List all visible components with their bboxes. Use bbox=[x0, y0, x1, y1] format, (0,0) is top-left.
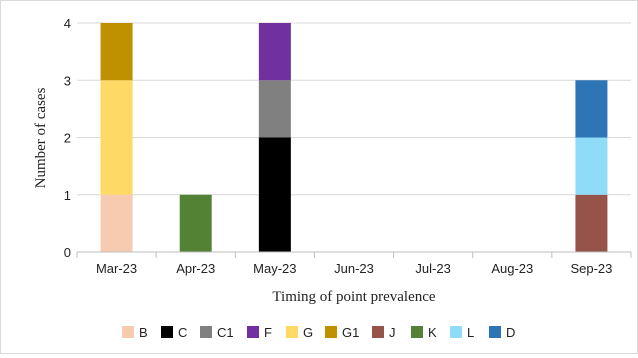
y-tick-label: 3 bbox=[64, 73, 71, 88]
legend-swatch bbox=[247, 326, 259, 338]
legend-swatch bbox=[200, 326, 212, 338]
legend-swatch bbox=[286, 326, 298, 338]
x-tick-labels: Mar-23 Apr-23 May-23 Jun-23 Jul-23 Aug-23 Sep-… bbox=[96, 261, 612, 276]
bar-segment bbox=[100, 194, 133, 252]
x-axis-title: Timing of point prevalence bbox=[272, 289, 436, 305]
legend-label: G bbox=[303, 325, 313, 340]
legend-label: B bbox=[139, 325, 148, 340]
legend-label: K bbox=[428, 325, 437, 340]
legend-item: G bbox=[286, 325, 313, 340]
bars bbox=[100, 23, 608, 252]
legend-swatch bbox=[411, 326, 423, 338]
legend-item: J bbox=[372, 325, 396, 340]
legend-item: L bbox=[450, 325, 474, 340]
gridlines bbox=[77, 22, 631, 196]
axes bbox=[76, 251, 632, 258]
legend-item: F bbox=[247, 325, 272, 340]
bar-segment bbox=[258, 80, 291, 138]
y-tick-labels: 0 1 2 3 4 bbox=[64, 16, 71, 260]
legend-swatch bbox=[161, 326, 173, 338]
bar-segment bbox=[100, 80, 133, 195]
legend-item: K bbox=[411, 325, 437, 340]
x-tick-label: Mar-23 bbox=[96, 261, 137, 276]
legend-swatch bbox=[325, 326, 337, 338]
x-tick-label: May-23 bbox=[253, 261, 296, 276]
y-tick-label: 1 bbox=[64, 188, 71, 203]
bar-segment bbox=[258, 23, 291, 81]
legend-label: C bbox=[178, 325, 187, 340]
legend-swatch bbox=[489, 326, 501, 338]
legend-item: C bbox=[161, 325, 187, 340]
y-axis-title: Number of cases bbox=[33, 87, 49, 188]
legend-label: J bbox=[389, 325, 396, 340]
x-tick-label: Apr-23 bbox=[176, 261, 215, 276]
legend-label: F bbox=[264, 325, 272, 340]
bar-segment bbox=[258, 137, 291, 252]
bar-segment bbox=[575, 194, 608, 252]
legend-swatch bbox=[372, 326, 384, 338]
bar-segment bbox=[100, 23, 133, 81]
x-tick-label: Aug-23 bbox=[491, 261, 533, 276]
legend-label: L bbox=[467, 325, 474, 340]
legend-label: G1 bbox=[342, 325, 359, 340]
legend-swatch bbox=[450, 326, 462, 338]
x-tick-label: Sep-23 bbox=[570, 261, 612, 276]
legend-swatch bbox=[122, 326, 134, 338]
bar-segment bbox=[575, 137, 608, 195]
legend: B C C1 F G G1 J K L D bbox=[122, 325, 515, 340]
x-tick-label: Jun-23 bbox=[334, 261, 374, 276]
y-tick-label: 2 bbox=[64, 131, 71, 146]
legend-label: C1 bbox=[217, 325, 234, 340]
y-tick-label: 0 bbox=[64, 245, 71, 260]
legend-item: B bbox=[122, 325, 148, 340]
y-tick-label: 4 bbox=[64, 16, 71, 31]
legend-item: D bbox=[489, 325, 515, 340]
bar-segment bbox=[575, 80, 608, 138]
legend-item: G1 bbox=[325, 325, 359, 340]
legend-item: C1 bbox=[200, 325, 234, 340]
bar-segment bbox=[179, 194, 212, 252]
x-tick-label: Jul-23 bbox=[415, 261, 450, 276]
legend-label: D bbox=[506, 325, 515, 340]
